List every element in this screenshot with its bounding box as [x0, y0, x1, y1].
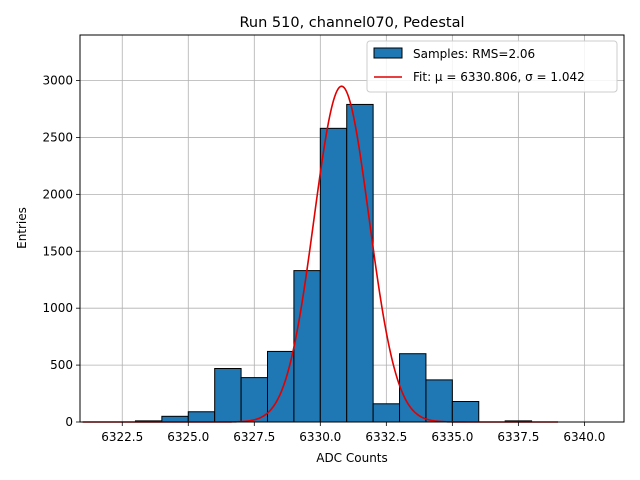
x-tick-label: 6332.5: [365, 430, 407, 444]
x-tick-label: 6322.5: [101, 430, 143, 444]
y-tick-label: 2500: [42, 130, 73, 144]
x-axis-ticks: 6322.5 6325.0 6327.5 6330.0 6332.5 6335.0 6337…: [101, 422, 605, 444]
y-tick-label: 3000: [42, 74, 73, 88]
x-axis-label: ADC Counts: [316, 451, 388, 465]
x-tick-label: 6330.0: [299, 430, 341, 444]
histogram-bar: [319, 127, 348, 423]
x-tick-label: 6340.0: [563, 430, 605, 444]
y-tick-label: 2000: [42, 187, 73, 201]
histogram-bar: [214, 368, 242, 423]
histogram-bar: [161, 415, 189, 423]
chart-title: Run 510, channel070, Pedestal: [239, 15, 464, 31]
histogram-bar: [399, 353, 427, 423]
y-axis-ticks: 0 500 1000 1500 2000 2500 3000: [42, 74, 80, 429]
legend-swatch-samples: [373, 47, 403, 59]
legend-box: [366, 40, 618, 93]
histogram-bar: [372, 403, 401, 423]
histogram-bar: [293, 270, 321, 423]
x-tick-label: 6337.5: [497, 430, 539, 444]
histogram-bar: [187, 411, 216, 423]
x-tick-label: 6327.5: [233, 430, 275, 444]
y-axis-label: Entries: [15, 207, 29, 249]
histogram-bar: [451, 401, 480, 423]
legend: Samples: RMS=2.06 Fit: μ = 6330.806, σ =…: [366, 40, 618, 93]
legend-label-samples: Samples: RMS=2.06: [413, 47, 535, 61]
plot-frame: [79, 34, 625, 423]
legend-label-fit: Fit: μ = 6330.806, σ = 1.042: [413, 70, 585, 84]
x-tick-label: 6325.0: [167, 430, 209, 444]
histogram-bar: [425, 379, 453, 423]
y-tick-label: 1000: [42, 301, 73, 315]
histogram-bars: [134, 103, 533, 423]
x-tick-label: 6335.0: [431, 430, 473, 444]
y-tick-label: 0: [65, 415, 73, 429]
y-tick-label: 1500: [42, 244, 73, 258]
y-tick-label: 500: [50, 358, 73, 372]
